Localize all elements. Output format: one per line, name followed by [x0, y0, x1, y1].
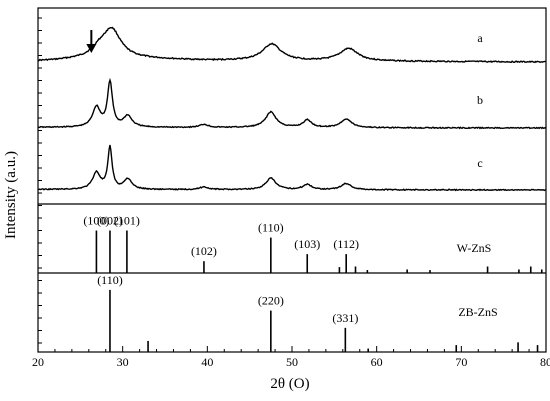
- miller-index-label: (101): [114, 214, 140, 228]
- miller-index-label: (002): [97, 214, 123, 228]
- pattern-curve-b: [37, 77, 547, 130]
- miller-index-label: (110): [97, 273, 123, 287]
- x-tick-label: 40: [201, 355, 213, 369]
- curve-label-a: a: [477, 31, 483, 45]
- curve-label-b: b: [477, 93, 483, 107]
- miller-index-label: (331): [332, 311, 358, 325]
- x-axis-title: 2θ (O): [270, 376, 309, 392]
- phase-label-w-zns: W-ZnS: [457, 241, 492, 255]
- reference-sticks: [95, 230, 543, 352]
- miller-index-label: (102): [191, 244, 217, 258]
- phase-label-zb-zns: ZB-ZnS: [458, 305, 497, 319]
- plot-frame: [37, 7, 547, 353]
- miller-index-label: (110): [258, 221, 284, 235]
- miller-index-label: (220): [258, 294, 284, 308]
- text-layer: 2θ (O) Intensity (a.u.) a b c W-ZnS ZB-Z…: [3, 31, 550, 392]
- x-tick-label: 30: [117, 355, 129, 369]
- miller-index-label: (100): [83, 214, 109, 228]
- plot-border: [37, 7, 547, 353]
- pattern-curve-a: [37, 26, 546, 64]
- x-tick-label: 20: [32, 355, 44, 369]
- y-axis-title: Intensity (a.u.): [3, 151, 19, 239]
- x-tick-label: 70: [455, 355, 467, 369]
- x-tick-label: 50: [286, 355, 298, 369]
- arrow-head: [86, 44, 97, 53]
- tick-marks: [37, 17, 547, 352]
- x-tick-label: 60: [371, 355, 383, 369]
- pattern-curve-c: [37, 144, 547, 192]
- diffraction-patterns: [37, 26, 547, 192]
- curve-label-c: c: [477, 156, 482, 170]
- miller-index-label: (112): [333, 237, 359, 251]
- x-tick-label: 80: [540, 355, 550, 369]
- miller-index-label: (103): [294, 237, 320, 251]
